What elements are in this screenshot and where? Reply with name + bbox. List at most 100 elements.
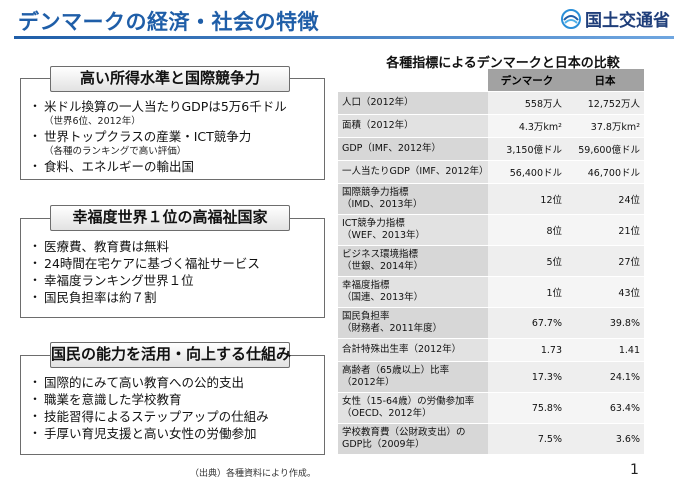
row-label-source: （2012年）	[342, 377, 395, 388]
table-row: 国際競争力指標 （IMD、2013年） 12位 24位	[338, 184, 644, 214]
cell-denmark: 4.3万km²	[488, 115, 566, 137]
table-row: 合計特殊出生率（2012年） 1.73 1.41	[338, 339, 644, 361]
cell-denmark: 75.8%	[488, 393, 566, 423]
comparison-table: デンマーク 日本 人口（2012年） 558万人 12,752万人 面積（2012年）…	[338, 68, 644, 455]
cell-denmark: 1位	[488, 277, 566, 307]
cell-japan: 43位	[566, 277, 644, 307]
list-item-note: （各種のランキングで高い評価）	[44, 146, 187, 157]
row-label-main: GDP（IMF、2012年）	[342, 143, 442, 154]
table-row: 一人当たりGDP（IMF、2012年） 56,400ドル 46,700ドル	[338, 161, 644, 183]
list-item: 24時間在宅ケアに基づく福祉サービス	[29, 255, 260, 272]
cell-denmark: 1.73	[488, 339, 566, 361]
list-item: 幸福度ランキング世界１位	[29, 272, 260, 289]
table-header-row: デンマーク 日本	[338, 69, 644, 91]
panel-title-income: 高い所得水準と国際競争力	[50, 66, 290, 92]
row-label: 面積（2012年）	[338, 115, 488, 137]
cell-denmark: 7.5%	[488, 424, 566, 454]
row-label-source: （IMD、2013年）	[342, 199, 423, 210]
row-label: 一人当たりGDP（IMF、2012年）	[338, 161, 489, 183]
mlit-emblem-icon	[561, 8, 581, 29]
title-underline	[14, 36, 674, 39]
table-row: 面積（2012年） 4.3万km² 37.8万km²	[338, 115, 644, 137]
cell-denmark: 8位	[488, 215, 566, 245]
table-body: 人口（2012年） 558万人 12,752万人面積（2012年） 4.3万km² 37…	[338, 92, 644, 454]
row-label: 学校教育費（公財政支出）の GDP比（2009年）	[338, 424, 488, 454]
cell-japan: 21位	[566, 215, 644, 245]
list-item: 食料、エネルギーの輸出国	[29, 158, 287, 175]
cell-japan: 24.1%	[566, 362, 644, 392]
bullet-list-human-capital: 国際的にみて高い教育への公的支出 職業を意識した学校教育 技能習得によるステップ…	[29, 374, 269, 442]
cell-denmark: 3,150億ドル	[488, 138, 566, 160]
table-row: 国民負担率 （財務者、2011年度） 67.7% 39.8%	[338, 308, 644, 338]
table-row: ビジネス環境指標 （世銀、2014年） 5位 27位	[338, 246, 644, 276]
row-label: 国際競争力指標 （IMD、2013年）	[338, 184, 488, 214]
cell-japan: 37.8万km²	[566, 115, 644, 137]
cell-japan: 3.6%	[566, 424, 644, 454]
row-label-source: （WEF、2013年）	[342, 230, 426, 241]
cell-denmark: 12位	[488, 184, 566, 214]
row-label: 国民負担率 （財務者、2011年度）	[338, 308, 488, 338]
row-label-main: 高齢者（65歳以上）比率	[342, 365, 450, 376]
row-label-main: 国際競争力指標	[342, 187, 409, 198]
row-label: 高齢者（65歳以上）比率 （2012年）	[338, 362, 488, 392]
cell-denmark: 56,400ドル	[488, 161, 566, 183]
table-row: 女性（15-64歳）の労働参加率 （OECD、2012年） 75.8% 63.4%	[338, 393, 644, 423]
cell-japan: 12,752万人	[566, 92, 644, 114]
row-label: 合計特殊出生率（2012年）	[338, 339, 488, 361]
row-label-main: 国民負担率	[342, 311, 390, 322]
row-label-main: 面積（2012年）	[342, 120, 414, 131]
row-label: 女性（15-64歳）の労働参加率 （OECD、2012年）	[338, 393, 488, 423]
bullet-list-income: 米ドル換算の一人当たりGDPは5万6千ドル （世界6位、2012年） 世界トップ…	[29, 98, 287, 175]
cell-japan: 24位	[566, 184, 644, 214]
row-label-source: GDP比（2009年）	[342, 439, 425, 450]
row-label-main: 人口（2012年）	[342, 97, 414, 108]
list-item-note: （世界6位、2012年）	[44, 116, 141, 127]
row-label-source: （OECD、2012年）	[342, 408, 432, 419]
row-label-main: 女性（15-64歳）の労働参加率	[342, 396, 475, 407]
list-item: 医療費、教育費は無料	[29, 238, 260, 255]
row-label-source: （国連、2013年）	[342, 292, 424, 303]
table-row: 人口（2012年） 558万人 12,752万人	[338, 92, 644, 114]
table-title: 各種指標によるデンマークと日本の比較	[386, 56, 620, 71]
row-label: ビジネス環境指標 （世銀、2014年）	[338, 246, 488, 276]
list-item: 技能習得によるステップアップの仕組み	[29, 408, 269, 425]
row-label-source: （財務者、2011年度）	[342, 323, 443, 334]
column-header-japan: 日本	[566, 69, 644, 91]
row-label-main: ビジネス環境指標	[342, 249, 419, 260]
row-label: ICT競争力指標 （WEF、2013年）	[338, 215, 488, 245]
cell-japan: 59,600億ドル	[566, 138, 644, 160]
source-note: （出典）各種資料により作成。	[190, 469, 316, 479]
cell-denmark: 67.7%	[488, 308, 566, 338]
list-item: 職業を意識した学校教育	[29, 391, 269, 408]
row-label-main: 合計特殊出生率（2012年）	[342, 344, 462, 355]
row-label-main: ICT競争力指標	[342, 218, 405, 229]
cell-japan: 46,700ドル	[566, 161, 644, 183]
column-header-denmark: デンマーク	[488, 69, 566, 91]
row-label: GDP（IMF、2012年）	[338, 138, 488, 160]
row-label-main: 幸福度指標	[342, 280, 390, 291]
row-label-main: 学校教育費（公財政支出）の	[342, 427, 466, 438]
row-label-source: （世銀、2014年）	[342, 261, 424, 272]
table-row: 幸福度指標 （国連、2013年） 1位 43位	[338, 277, 644, 307]
table-row: 高齢者（65歳以上）比率 （2012年） 17.3% 24.1%	[338, 362, 644, 392]
list-item: 国民負担率は約７割	[29, 289, 260, 306]
row-label-main: 一人当たりGDP（IMF、2012年）	[342, 166, 489, 177]
table-row: ICT競争力指標 （WEF、2013年） 8位 21位	[338, 215, 644, 245]
list-item: 米ドル換算の一人当たりGDPは5万6千ドル	[29, 98, 287, 115]
cell-japan: 27位	[566, 246, 644, 276]
cell-denmark: 17.3%	[488, 362, 566, 392]
slide-header: デンマークの経済・社会の特徴 国土交通省	[0, 0, 680, 44]
table-row: GDP（IMF、2012年） 3,150億ドル 59,600億ドル	[338, 138, 644, 160]
list-item: 手厚い育児支援と高い女性の労働参加	[29, 425, 269, 442]
cell-denmark: 5位	[488, 246, 566, 276]
column-header-blank	[338, 69, 488, 91]
row-label: 幸福度指標 （国連、2013年）	[338, 277, 488, 307]
bullet-list-welfare: 医療費、教育費は無料 24時間在宅ケアに基づく福祉サービス 幸福度ランキング世界…	[29, 238, 260, 306]
ministry-logo: 国土交通省	[561, 6, 670, 31]
cell-japan: 39.8%	[566, 308, 644, 338]
ministry-name: 国土交通省	[585, 11, 670, 31]
list-item: 国際的にみて高い教育への公的支出	[29, 374, 269, 391]
row-label: 人口（2012年）	[338, 92, 488, 114]
page-number: 1	[630, 462, 639, 478]
cell-japan: 1.41	[566, 339, 644, 361]
